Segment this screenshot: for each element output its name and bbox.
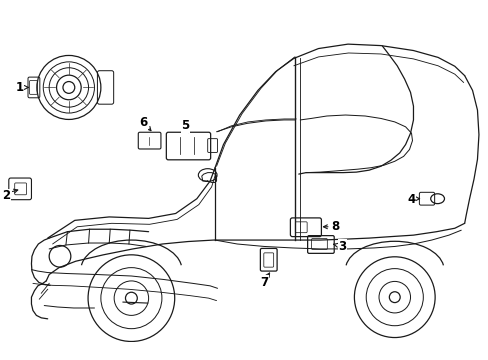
Text: 2: 2: [2, 189, 10, 202]
Text: 3: 3: [338, 240, 346, 253]
Text: 8: 8: [331, 220, 339, 233]
Text: 6: 6: [139, 116, 147, 129]
Text: 5: 5: [181, 120, 189, 132]
Text: 4: 4: [407, 193, 415, 206]
Text: 7: 7: [260, 276, 268, 289]
Text: 1: 1: [16, 81, 23, 94]
